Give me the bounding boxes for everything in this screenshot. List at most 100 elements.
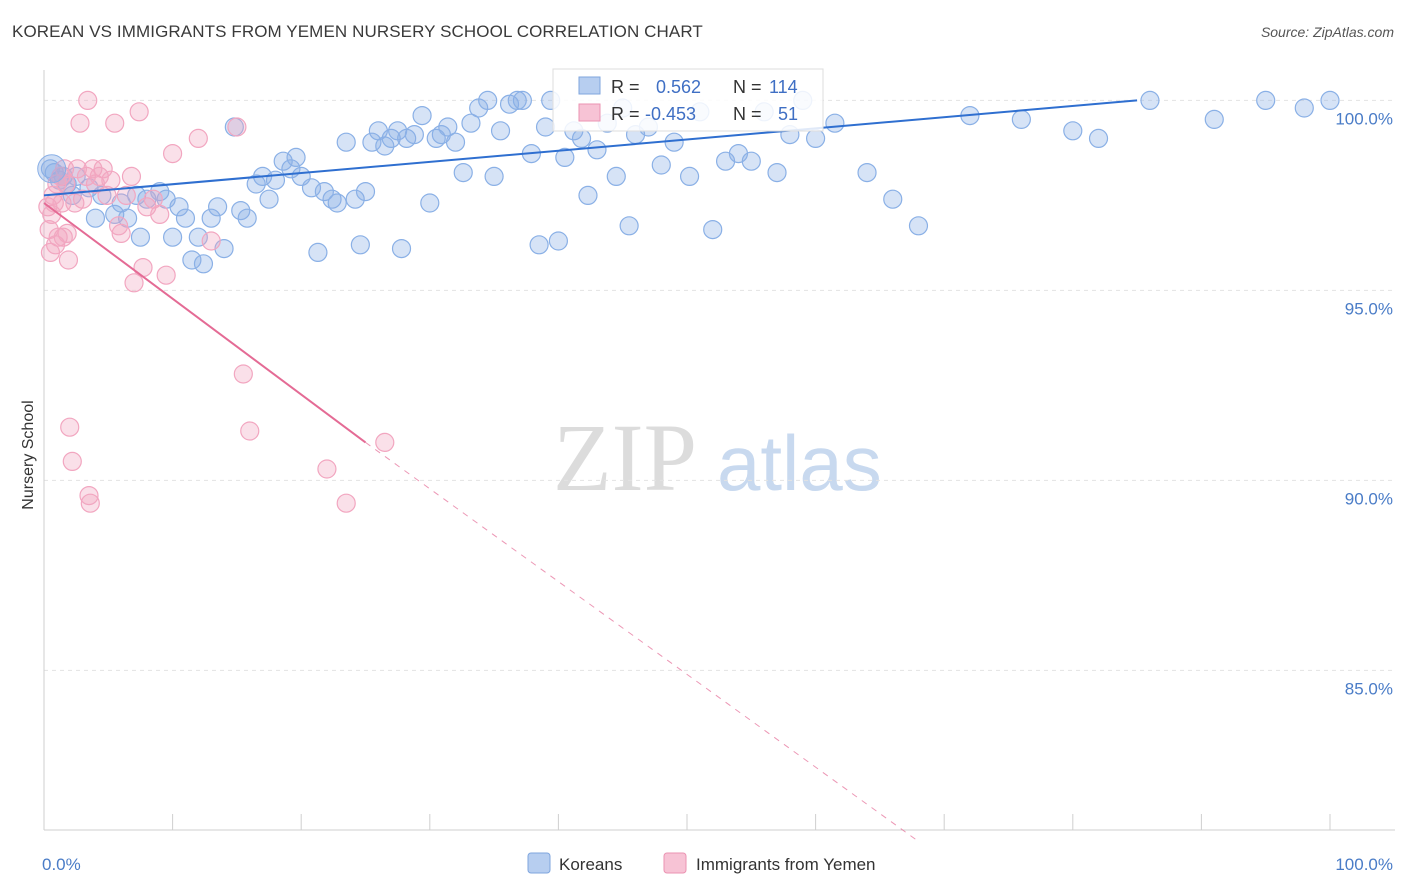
point-yemen-52 bbox=[375, 432, 395, 452]
trend-line-koreans bbox=[43, 99, 1138, 197]
point-koreans-102 bbox=[908, 216, 929, 236]
watermark-zip: ZIP bbox=[553, 404, 697, 511]
point-koreans-66 bbox=[490, 121, 511, 141]
point-yemen-50 bbox=[317, 459, 337, 479]
point-koreans-109 bbox=[1256, 90, 1276, 111]
x-tick-labels: 0.0% 100.0% bbox=[42, 855, 1393, 874]
trend-line-yemen bbox=[43, 202, 367, 444]
x-tick-label-1: 100.0% bbox=[1335, 855, 1393, 874]
point-yemen-16 bbox=[60, 417, 80, 437]
point-yemen-37 bbox=[124, 273, 144, 293]
point-yemen-29 bbox=[93, 159, 113, 179]
point-koreans-57 bbox=[426, 128, 446, 148]
point-yemen-45 bbox=[188, 128, 208, 148]
point-yemen-38 bbox=[129, 102, 149, 122]
point-koreans-18 bbox=[163, 227, 183, 247]
point-koreans-52 bbox=[391, 239, 412, 259]
point-koreans-56 bbox=[420, 193, 440, 213]
point-koreans-47 bbox=[362, 132, 382, 152]
point-koreans-34 bbox=[273, 151, 293, 171]
point-koreans-19 bbox=[169, 197, 189, 217]
point-yemen-51 bbox=[336, 493, 356, 513]
point-yemen-46 bbox=[201, 231, 221, 251]
point-koreans-77 bbox=[571, 128, 592, 148]
stats-n-value-koreans: 114 bbox=[769, 77, 798, 97]
point-yemen-23 bbox=[78, 90, 98, 111]
point-koreans-54 bbox=[404, 125, 424, 145]
point-yemen-42 bbox=[150, 204, 170, 224]
stats-n-value-yemen: 51 bbox=[778, 104, 798, 124]
point-yemen-31 bbox=[101, 170, 121, 190]
point-koreans-61 bbox=[453, 163, 473, 183]
point-koreans-23 bbox=[193, 254, 214, 274]
point-koreans-111 bbox=[1320, 90, 1340, 111]
point-koreans-43 bbox=[336, 132, 356, 152]
point-yemen-14 bbox=[57, 223, 77, 243]
stats-n-label-yemen: N = bbox=[733, 104, 762, 124]
point-koreans-100 bbox=[857, 163, 877, 183]
legend-label-yemen: Immigrants from Yemen bbox=[696, 855, 876, 874]
point-koreans-105 bbox=[1063, 121, 1083, 141]
point-koreans-62 bbox=[461, 113, 481, 133]
point-yemen-35 bbox=[116, 185, 136, 205]
point-koreans-10 bbox=[105, 204, 125, 224]
legend-swatch-yemen bbox=[663, 852, 687, 874]
watermark: ZIP atlas bbox=[553, 404, 882, 511]
point-koreans-49 bbox=[375, 136, 395, 156]
point-koreans-large bbox=[37, 154, 67, 184]
y-tick-label-1: 95.0% bbox=[1345, 299, 1393, 318]
point-yemen-47 bbox=[227, 117, 247, 137]
point-koreans-88 bbox=[679, 166, 700, 186]
point-yemen-6 bbox=[45, 235, 66, 255]
point-koreans-24 bbox=[201, 208, 221, 228]
point-yemen-24 bbox=[79, 486, 99, 506]
point-koreans-101 bbox=[883, 189, 903, 209]
point-koreans-81 bbox=[606, 166, 626, 186]
point-koreans-25 bbox=[208, 197, 228, 217]
point-koreans-110 bbox=[1294, 98, 1314, 118]
point-yemen-15 bbox=[58, 250, 79, 270]
point-koreans-42 bbox=[327, 193, 347, 213]
point-koreans-93 bbox=[741, 151, 761, 171]
point-yemen-43 bbox=[156, 265, 176, 285]
point-koreans-59 bbox=[438, 117, 458, 137]
stats-r-value-yemen: -0.453 bbox=[645, 104, 696, 124]
point-koreans-79 bbox=[587, 140, 607, 160]
point-koreans-106 bbox=[1088, 128, 1109, 148]
stats-swatch-koreans bbox=[578, 76, 601, 95]
point-koreans-39 bbox=[308, 242, 328, 262]
y-axis-title: Nursery School bbox=[20, 400, 37, 509]
point-koreans-36 bbox=[286, 147, 306, 167]
point-koreans-83 bbox=[619, 216, 639, 236]
point-koreans-74 bbox=[548, 231, 569, 251]
trend-line-yemen-extension bbox=[365, 441, 919, 842]
point-koreans-55 bbox=[412, 105, 432, 126]
point-koreans-99 bbox=[825, 113, 845, 133]
trend-lines bbox=[43, 99, 1138, 842]
stats-n-label-koreans: N = bbox=[733, 77, 762, 97]
point-yemen-11 bbox=[53, 227, 73, 247]
grid-lines bbox=[44, 99, 1395, 671]
stats-r-label-koreans: R = bbox=[611, 77, 640, 97]
point-koreans-87 bbox=[664, 132, 684, 152]
legend-label-koreans: Koreans bbox=[559, 855, 622, 874]
point-koreans-104 bbox=[1011, 109, 1031, 130]
point-koreans-40 bbox=[314, 182, 334, 202]
y-tick-labels: 100.0% 95.0% 90.0% 85.0% bbox=[1335, 109, 1393, 698]
point-koreans-69 bbox=[512, 90, 532, 111]
point-koreans-44 bbox=[345, 189, 365, 209]
source-credit: Source: ZipAtlas.com bbox=[1260, 24, 1394, 40]
point-yemen-25 bbox=[80, 493, 100, 513]
x-tick-label-0: 0.0% bbox=[42, 855, 81, 874]
point-koreans-108 bbox=[1204, 109, 1224, 130]
point-koreans-28 bbox=[231, 201, 251, 221]
legend-swatch-koreans bbox=[527, 852, 551, 874]
point-koreans-90 bbox=[703, 220, 723, 240]
point-koreans-41 bbox=[322, 189, 342, 209]
point-koreans-6 bbox=[66, 166, 86, 186]
point-koreans-95 bbox=[767, 163, 787, 183]
point-koreans-14 bbox=[130, 227, 151, 247]
chart-title: KOREAN VS IMMIGRANTS FROM YEMEN NURSERY … bbox=[12, 22, 703, 41]
point-koreans-64 bbox=[478, 90, 498, 111]
